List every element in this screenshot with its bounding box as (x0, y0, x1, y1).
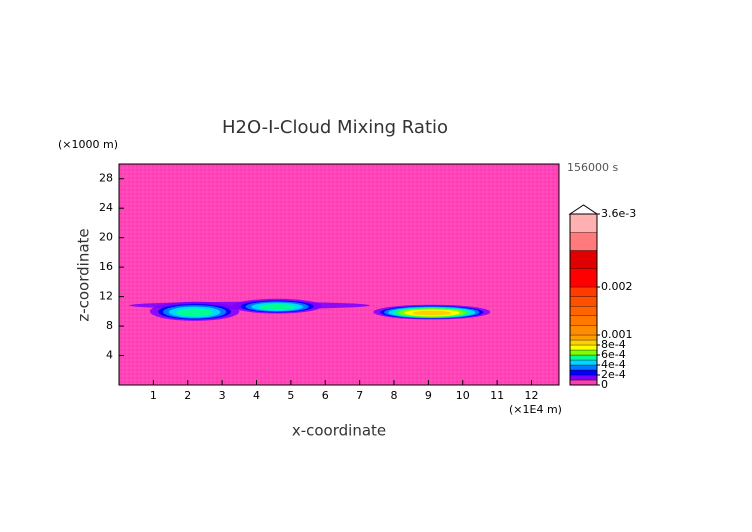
colorbar-band (569, 379, 598, 386)
cloud-contour (412, 310, 452, 316)
colorbar-tick-label: 2e-4 (601, 368, 626, 381)
cloud-contour (176, 308, 213, 317)
x-tick-label: 9 (425, 389, 432, 402)
colorbar-band (569, 344, 598, 351)
colorbar-tick-label: 3.6e-3 (601, 207, 636, 220)
colorbar-band (569, 213, 598, 233)
colorbar-tick-label: 6e-4 (601, 348, 626, 361)
x-tick-label: 7 (356, 389, 363, 402)
colorbar-band (569, 315, 598, 326)
colorbar-tick-label: 4e-4 (601, 358, 626, 371)
x-tick-label: 1 (150, 389, 157, 402)
plot-frame (118, 163, 560, 386)
y-tick-label: 12 (99, 290, 113, 303)
x-tick-label: 4 (253, 389, 260, 402)
y-unit-label: (×1000 m) (58, 138, 118, 151)
x-unit-label: (×1E4 m) (509, 403, 562, 416)
colorbar-tick-label: 8e-4 (601, 338, 626, 351)
cloud-contour (258, 304, 296, 311)
time-label: 156000 s (567, 161, 618, 174)
colorbar-band (569, 364, 598, 371)
colorbar-band (569, 354, 598, 361)
colorbar-tick-label: 0.001 (601, 328, 633, 341)
x-axis-label: x-coordinate (292, 422, 386, 440)
colorbar-band (569, 349, 598, 356)
x-tick-label: 5 (287, 389, 294, 402)
colorbar-band (569, 286, 598, 297)
y-tick-label: 8 (106, 319, 113, 332)
colorbar-tick-label: 0.002 (601, 280, 633, 293)
colorbar-band (569, 359, 598, 366)
y-tick-label: 20 (99, 231, 113, 244)
colorbar-band (569, 306, 598, 316)
y-tick-label: 4 (106, 349, 113, 362)
x-tick-label: 10 (456, 389, 470, 402)
x-tick-label: 8 (391, 389, 398, 402)
colorbar-band (569, 325, 598, 336)
x-tick-label: 12 (525, 389, 539, 402)
x-tick-label: 3 (219, 389, 226, 402)
colorbar-frame (569, 213, 598, 386)
x-tick-label: 11 (490, 389, 504, 402)
x-tick-label: 2 (184, 389, 191, 402)
y-tick-label: 24 (99, 201, 113, 214)
colorbar-band (569, 334, 598, 341)
colorbar-band (569, 369, 598, 376)
chart-title: H2O-I-Cloud Mixing Ratio (222, 117, 448, 138)
x-tick-label: 6 (322, 389, 329, 402)
colorbar-band (569, 232, 598, 251)
y-tick-label: 16 (99, 260, 113, 273)
colorbar-band (569, 296, 598, 307)
y-axis-label: z-coordinate (75, 228, 93, 321)
y-tick-label: 28 (99, 172, 113, 185)
colorbar-tick-label: 0 (601, 378, 608, 391)
colorbar-band (569, 250, 598, 269)
colorbar-band (569, 339, 598, 346)
colorbar-extend (568, 204, 599, 215)
colorbar-band (569, 268, 598, 288)
cloud-layer (129, 298, 491, 321)
colorbar-band (569, 374, 598, 381)
